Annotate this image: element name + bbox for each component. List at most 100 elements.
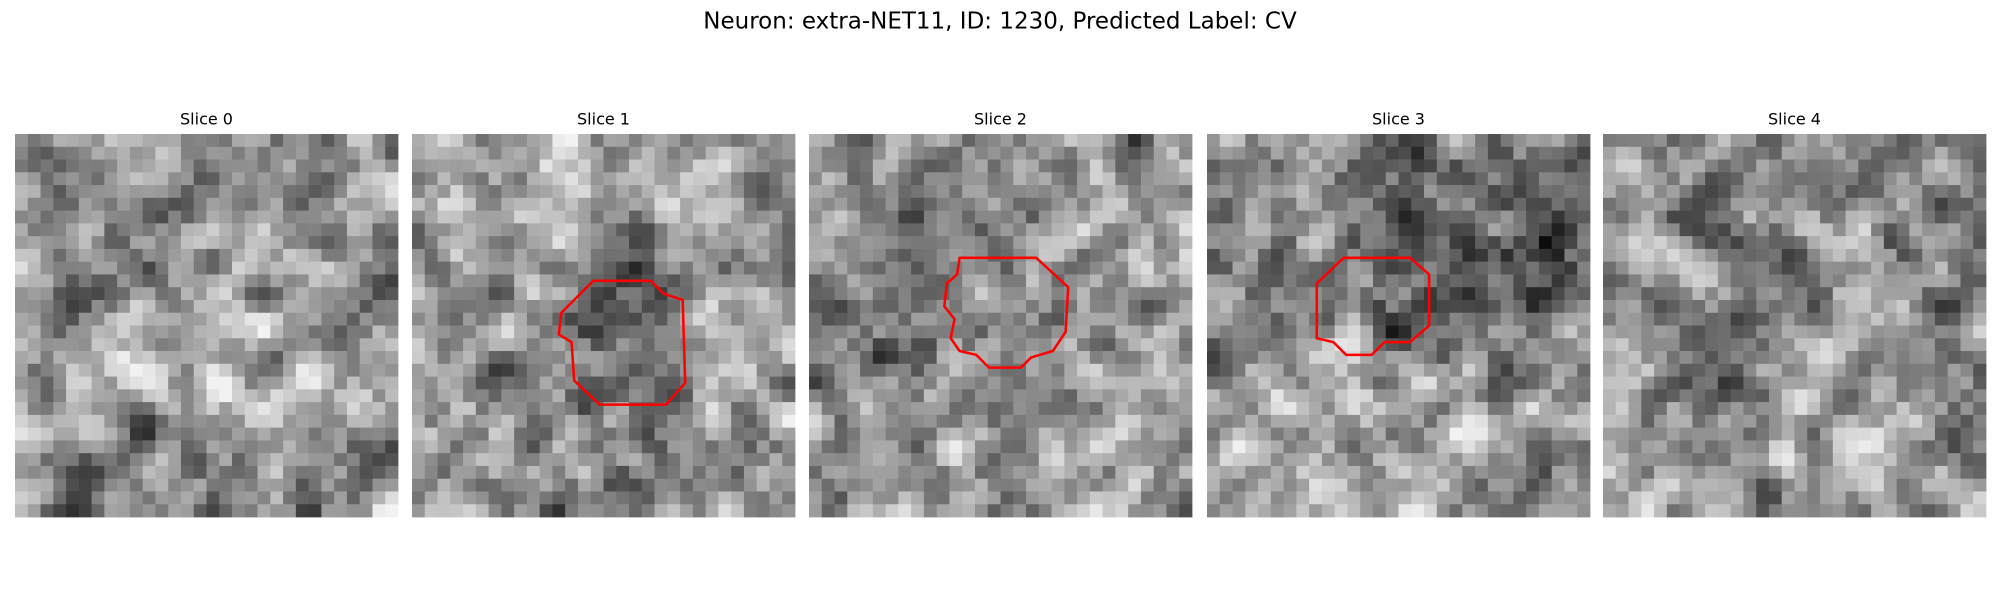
pixel [705, 274, 719, 288]
pixel [667, 146, 681, 160]
pixel [334, 287, 348, 301]
pixel [117, 402, 131, 416]
pixel [1398, 453, 1412, 467]
pixel [142, 210, 156, 224]
pixel [1564, 134, 1578, 148]
pixel [974, 465, 989, 480]
pixel [782, 159, 796, 173]
pixel [463, 287, 477, 301]
pixel [437, 172, 451, 186]
pixel [936, 402, 950, 416]
pixel [743, 299, 758, 314]
pixel [1475, 299, 1489, 314]
pixel [155, 389, 169, 403]
pixel [860, 185, 874, 199]
pixel [1500, 287, 1514, 301]
pixel [1654, 504, 1668, 518]
pixel [1064, 465, 1078, 480]
pixel [1717, 325, 1732, 339]
pixel [1934, 223, 1949, 237]
pixel [680, 414, 694, 429]
pixel [1717, 236, 1732, 250]
pixel [1615, 210, 1629, 224]
pixel [603, 351, 617, 365]
pixel [1372, 351, 1387, 365]
pixel [244, 312, 258, 326]
pixel [1372, 325, 1387, 339]
pixel [488, 491, 502, 505]
pixel [15, 478, 29, 492]
pixel [1000, 197, 1014, 211]
pixel [1858, 197, 1872, 211]
pixel [987, 236, 1001, 250]
pixel [847, 185, 861, 199]
pixel [1449, 134, 1463, 148]
pixel [1179, 414, 1193, 429]
pixel [539, 299, 553, 314]
pixel [1360, 248, 1374, 263]
pixel [117, 453, 131, 467]
pixel [295, 299, 310, 314]
pixel [885, 185, 899, 199]
pixel [590, 223, 604, 237]
pixel [1628, 261, 1642, 275]
pixel [53, 414, 67, 429]
pixel [1411, 478, 1425, 492]
pixel [1922, 197, 1936, 211]
pixel [987, 427, 1001, 441]
pixel [1500, 504, 1514, 518]
pixel [809, 504, 823, 518]
pixel [629, 172, 643, 186]
pixel [1360, 351, 1374, 365]
pixel [334, 159, 348, 173]
pixel [1973, 134, 1987, 148]
pixel [526, 159, 541, 173]
pixel [104, 440, 118, 454]
pixel [1372, 376, 1387, 390]
pixel [1064, 338, 1078, 352]
pixel [1628, 236, 1642, 250]
pixel [1756, 236, 1770, 250]
pixel [1321, 427, 1336, 441]
pixel [1871, 236, 1885, 250]
pixel [1258, 299, 1272, 314]
pixel [1347, 274, 1361, 288]
pixel [1347, 172, 1361, 186]
pixel [270, 351, 284, 365]
pixel [1232, 491, 1246, 505]
pixel [1026, 172, 1040, 186]
pixel [1013, 248, 1027, 263]
pixel [232, 338, 246, 352]
pixel [1538, 325, 1553, 339]
pixel [974, 248, 989, 263]
pixel [974, 351, 989, 365]
pixel [949, 172, 963, 186]
pixel [1051, 312, 1065, 326]
pixel [769, 159, 783, 173]
pixel [590, 172, 604, 186]
pixel [821, 376, 835, 390]
pixel [412, 159, 426, 173]
pixel [552, 402, 566, 416]
pixel [743, 287, 758, 301]
pixel [1794, 274, 1808, 288]
pixel [1500, 146, 1514, 160]
pixel [692, 440, 707, 454]
pixel [1896, 223, 1910, 237]
pixel [1411, 223, 1425, 237]
pixel [1462, 478, 1476, 492]
pixel [1500, 172, 1514, 186]
pixel [1475, 338, 1489, 352]
pixel [1794, 376, 1808, 390]
pixel [1128, 504, 1142, 518]
pixel [168, 478, 182, 492]
pixel [1089, 389, 1104, 403]
pixel [1424, 402, 1438, 416]
pixel [1832, 210, 1846, 224]
pixel [667, 427, 681, 441]
pixel [565, 236, 579, 250]
pixel [1922, 491, 1936, 505]
pixel [1820, 389, 1834, 403]
pixel [809, 402, 823, 416]
pixel [898, 197, 912, 211]
